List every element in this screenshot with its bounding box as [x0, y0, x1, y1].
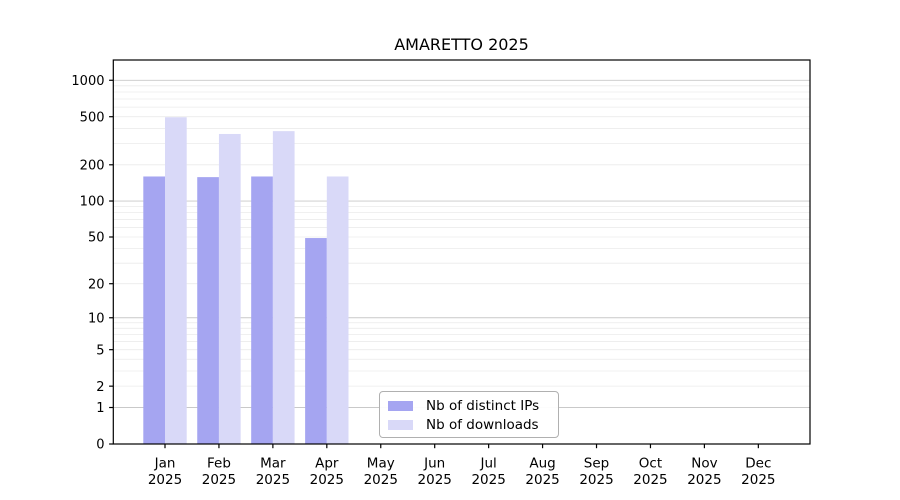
legend: Nb of distinct IPs Nb of downloads [379, 391, 559, 438]
x-tick-label-month: Jan [154, 456, 176, 472]
y-tick-label: 1 [96, 401, 104, 416]
y-tick-label: 5 [96, 343, 104, 358]
y-tick-label: 500 [80, 110, 105, 125]
x-tick-label-year: 2025 [364, 472, 398, 488]
x-tick-label-month: May [367, 456, 395, 472]
x-tick-label-year: 2025 [148, 472, 182, 488]
x-tick-label-month: Aug [529, 456, 555, 472]
legend-swatch-downloads [388, 420, 413, 431]
x-tick-label-month: Apr [315, 456, 339, 472]
x-tick-label-year: 2025 [310, 472, 344, 488]
x-tick-label-month: Oct [639, 456, 662, 472]
bar-downloads [272, 131, 295, 444]
x-tick-label-month: Dec [745, 456, 771, 472]
legend-label-downloads: Nb of downloads [426, 417, 539, 434]
x-tick-label-year: 2025 [202, 472, 236, 488]
x-tick-label-year: 2025 [256, 472, 290, 488]
x-tick-label-month: Sep [584, 456, 609, 472]
bar-distinct-ips [197, 177, 219, 445]
bar-distinct-ips [143, 176, 165, 444]
x-tick-label-month: Feb [207, 456, 231, 472]
x-tick-label-month: Mar [260, 456, 286, 472]
y-tick-label: 0 [96, 438, 104, 453]
x-tick-label-month: Jul [479, 456, 496, 472]
y-tick-label: 20 [88, 277, 105, 292]
y-tick-label: 10 [88, 311, 105, 326]
legend-swatch-distinct-ips [388, 400, 413, 411]
plot-border [112, 59, 811, 445]
y-tick-label: 1000 [71, 74, 104, 89]
x-tick-label-month: Nov [691, 456, 717, 472]
bar-distinct-ips [305, 238, 327, 444]
x-tick-label-year: 2025 [418, 472, 452, 488]
y-tick-label: 100 [80, 195, 105, 210]
x-tick-label-year: 2025 [687, 472, 721, 488]
chart-title: AMARETTO 2025 [394, 35, 529, 54]
bar-distinct-ips [251, 176, 273, 444]
legend-item-downloads: Nb of downloads [380, 416, 558, 436]
x-tick-label-year: 2025 [525, 472, 559, 488]
x-tick-label-year: 2025 [741, 472, 775, 488]
x-tick-label-year: 2025 [579, 472, 613, 488]
x-tick-label-year: 2025 [471, 472, 505, 488]
bar-downloads [326, 176, 349, 444]
bar-downloads [165, 117, 187, 445]
legend-label-distinct-ips: Nb of distinct IPs [426, 397, 540, 414]
y-tick-label: 50 [88, 231, 105, 246]
bar-downloads [218, 133, 241, 444]
x-tick-label-year: 2025 [633, 472, 667, 488]
x-tick-label-month: Jun [423, 456, 445, 472]
y-tick-label: 2 [96, 380, 104, 395]
legend-item-distinct-ips: Nb of distinct IPs [380, 396, 558, 416]
y-tick-label: 200 [80, 158, 105, 173]
